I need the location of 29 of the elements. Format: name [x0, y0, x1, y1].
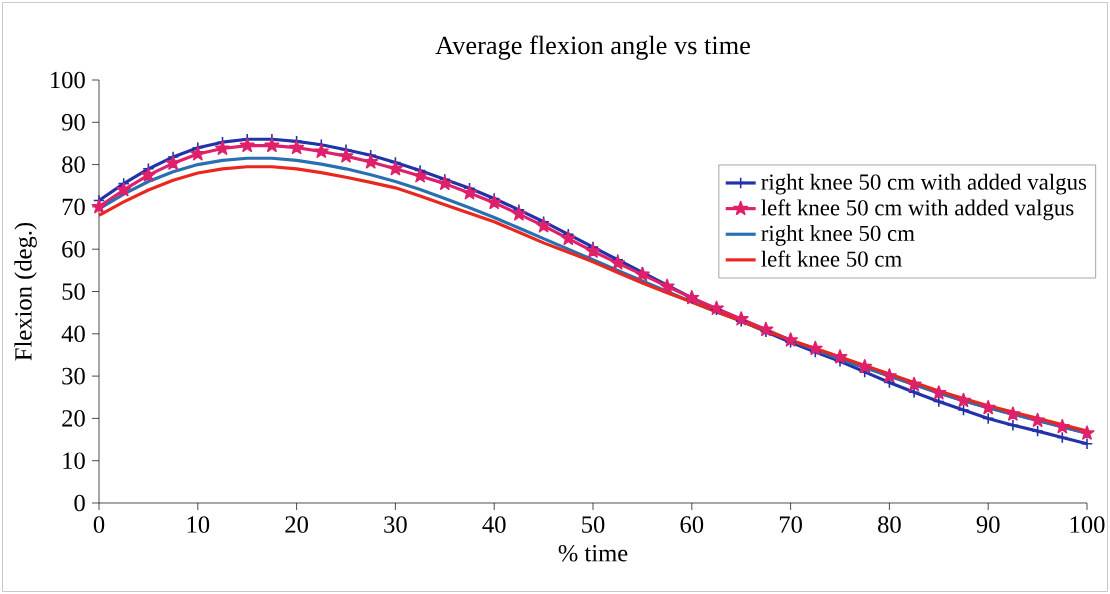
x-tick-label: 50	[582, 516, 605, 533]
y-tick-label: 60	[62, 240, 85, 258]
legend-label: right knee 50 cm with added valgus	[761, 173, 1087, 195]
x-tick-label: 70	[779, 516, 802, 533]
legend-label: left knee 50 cm with added valgus	[761, 199, 1074, 221]
y-tick-label: 50	[62, 283, 85, 300]
x-tick-label: 20	[285, 516, 308, 533]
x-tick-label: 60	[680, 516, 704, 533]
x-tick-label: 40	[482, 516, 506, 533]
y-tick-label: 0	[74, 494, 85, 512]
y-tick-label: 10	[63, 452, 85, 470]
y-tick-label: 40	[61, 325, 85, 343]
y-tick-label: 80	[62, 156, 85, 173]
x-axis-title: % time	[558, 544, 628, 562]
legend-label: left knee 50 cm	[761, 250, 902, 267]
y-tick-label: 70	[62, 198, 85, 216]
y-tick-label: 90	[61, 113, 85, 131]
x-tick-label: 0	[93, 516, 105, 533]
legend-label: right knee 50 cm	[761, 225, 915, 246]
x-tick-label: 80	[878, 516, 901, 533]
x-tick-label: 90	[976, 516, 1000, 533]
chart-title: Average flexion angle vs time	[435, 35, 750, 60]
y-axis-title: Flexion (deg.)	[14, 222, 37, 361]
y-tick-label: 100	[51, 71, 85, 89]
y-tick-label: 30	[62, 367, 85, 385]
x-tick-label: 100	[1070, 516, 1105, 533]
x-tick-label: 10	[187, 516, 210, 533]
x-tick-label: 30	[384, 516, 407, 533]
y-tick-label: 20	[62, 410, 85, 427]
